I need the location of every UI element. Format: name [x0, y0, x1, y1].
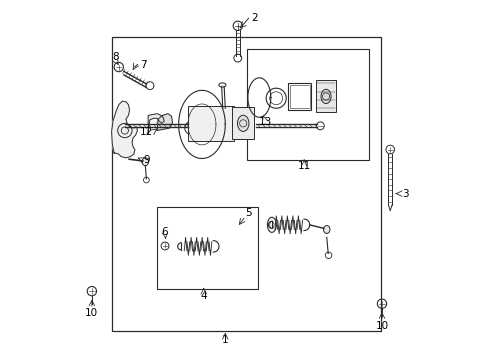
Ellipse shape — [321, 89, 331, 104]
Bar — [188, 107, 234, 140]
Bar — [247, 49, 368, 160]
Ellipse shape — [142, 158, 148, 166]
Text: 6: 6 — [161, 227, 168, 237]
Text: 9: 9 — [144, 154, 150, 165]
Text: 2: 2 — [251, 13, 258, 23]
Bar — [112, 37, 381, 330]
Text: 8: 8 — [112, 52, 119, 62]
Text: 4: 4 — [200, 291, 207, 301]
Text: 5: 5 — [245, 208, 252, 218]
Text: 12: 12 — [140, 127, 153, 137]
Bar — [316, 80, 336, 112]
Bar — [157, 207, 258, 289]
Text: 1: 1 — [222, 335, 229, 345]
Text: 10: 10 — [375, 321, 389, 331]
Bar — [288, 83, 311, 110]
Polygon shape — [112, 101, 137, 158]
Ellipse shape — [219, 83, 226, 87]
Text: 13: 13 — [259, 117, 272, 127]
Text: 7: 7 — [140, 59, 147, 69]
Bar — [232, 107, 254, 139]
Polygon shape — [157, 114, 172, 131]
Text: 3: 3 — [402, 189, 409, 199]
Ellipse shape — [323, 226, 330, 233]
Ellipse shape — [238, 115, 249, 131]
Circle shape — [157, 118, 167, 127]
Bar — [290, 85, 310, 108]
Text: 10: 10 — [85, 309, 98, 318]
Text: 11: 11 — [297, 161, 311, 171]
Polygon shape — [148, 114, 164, 134]
